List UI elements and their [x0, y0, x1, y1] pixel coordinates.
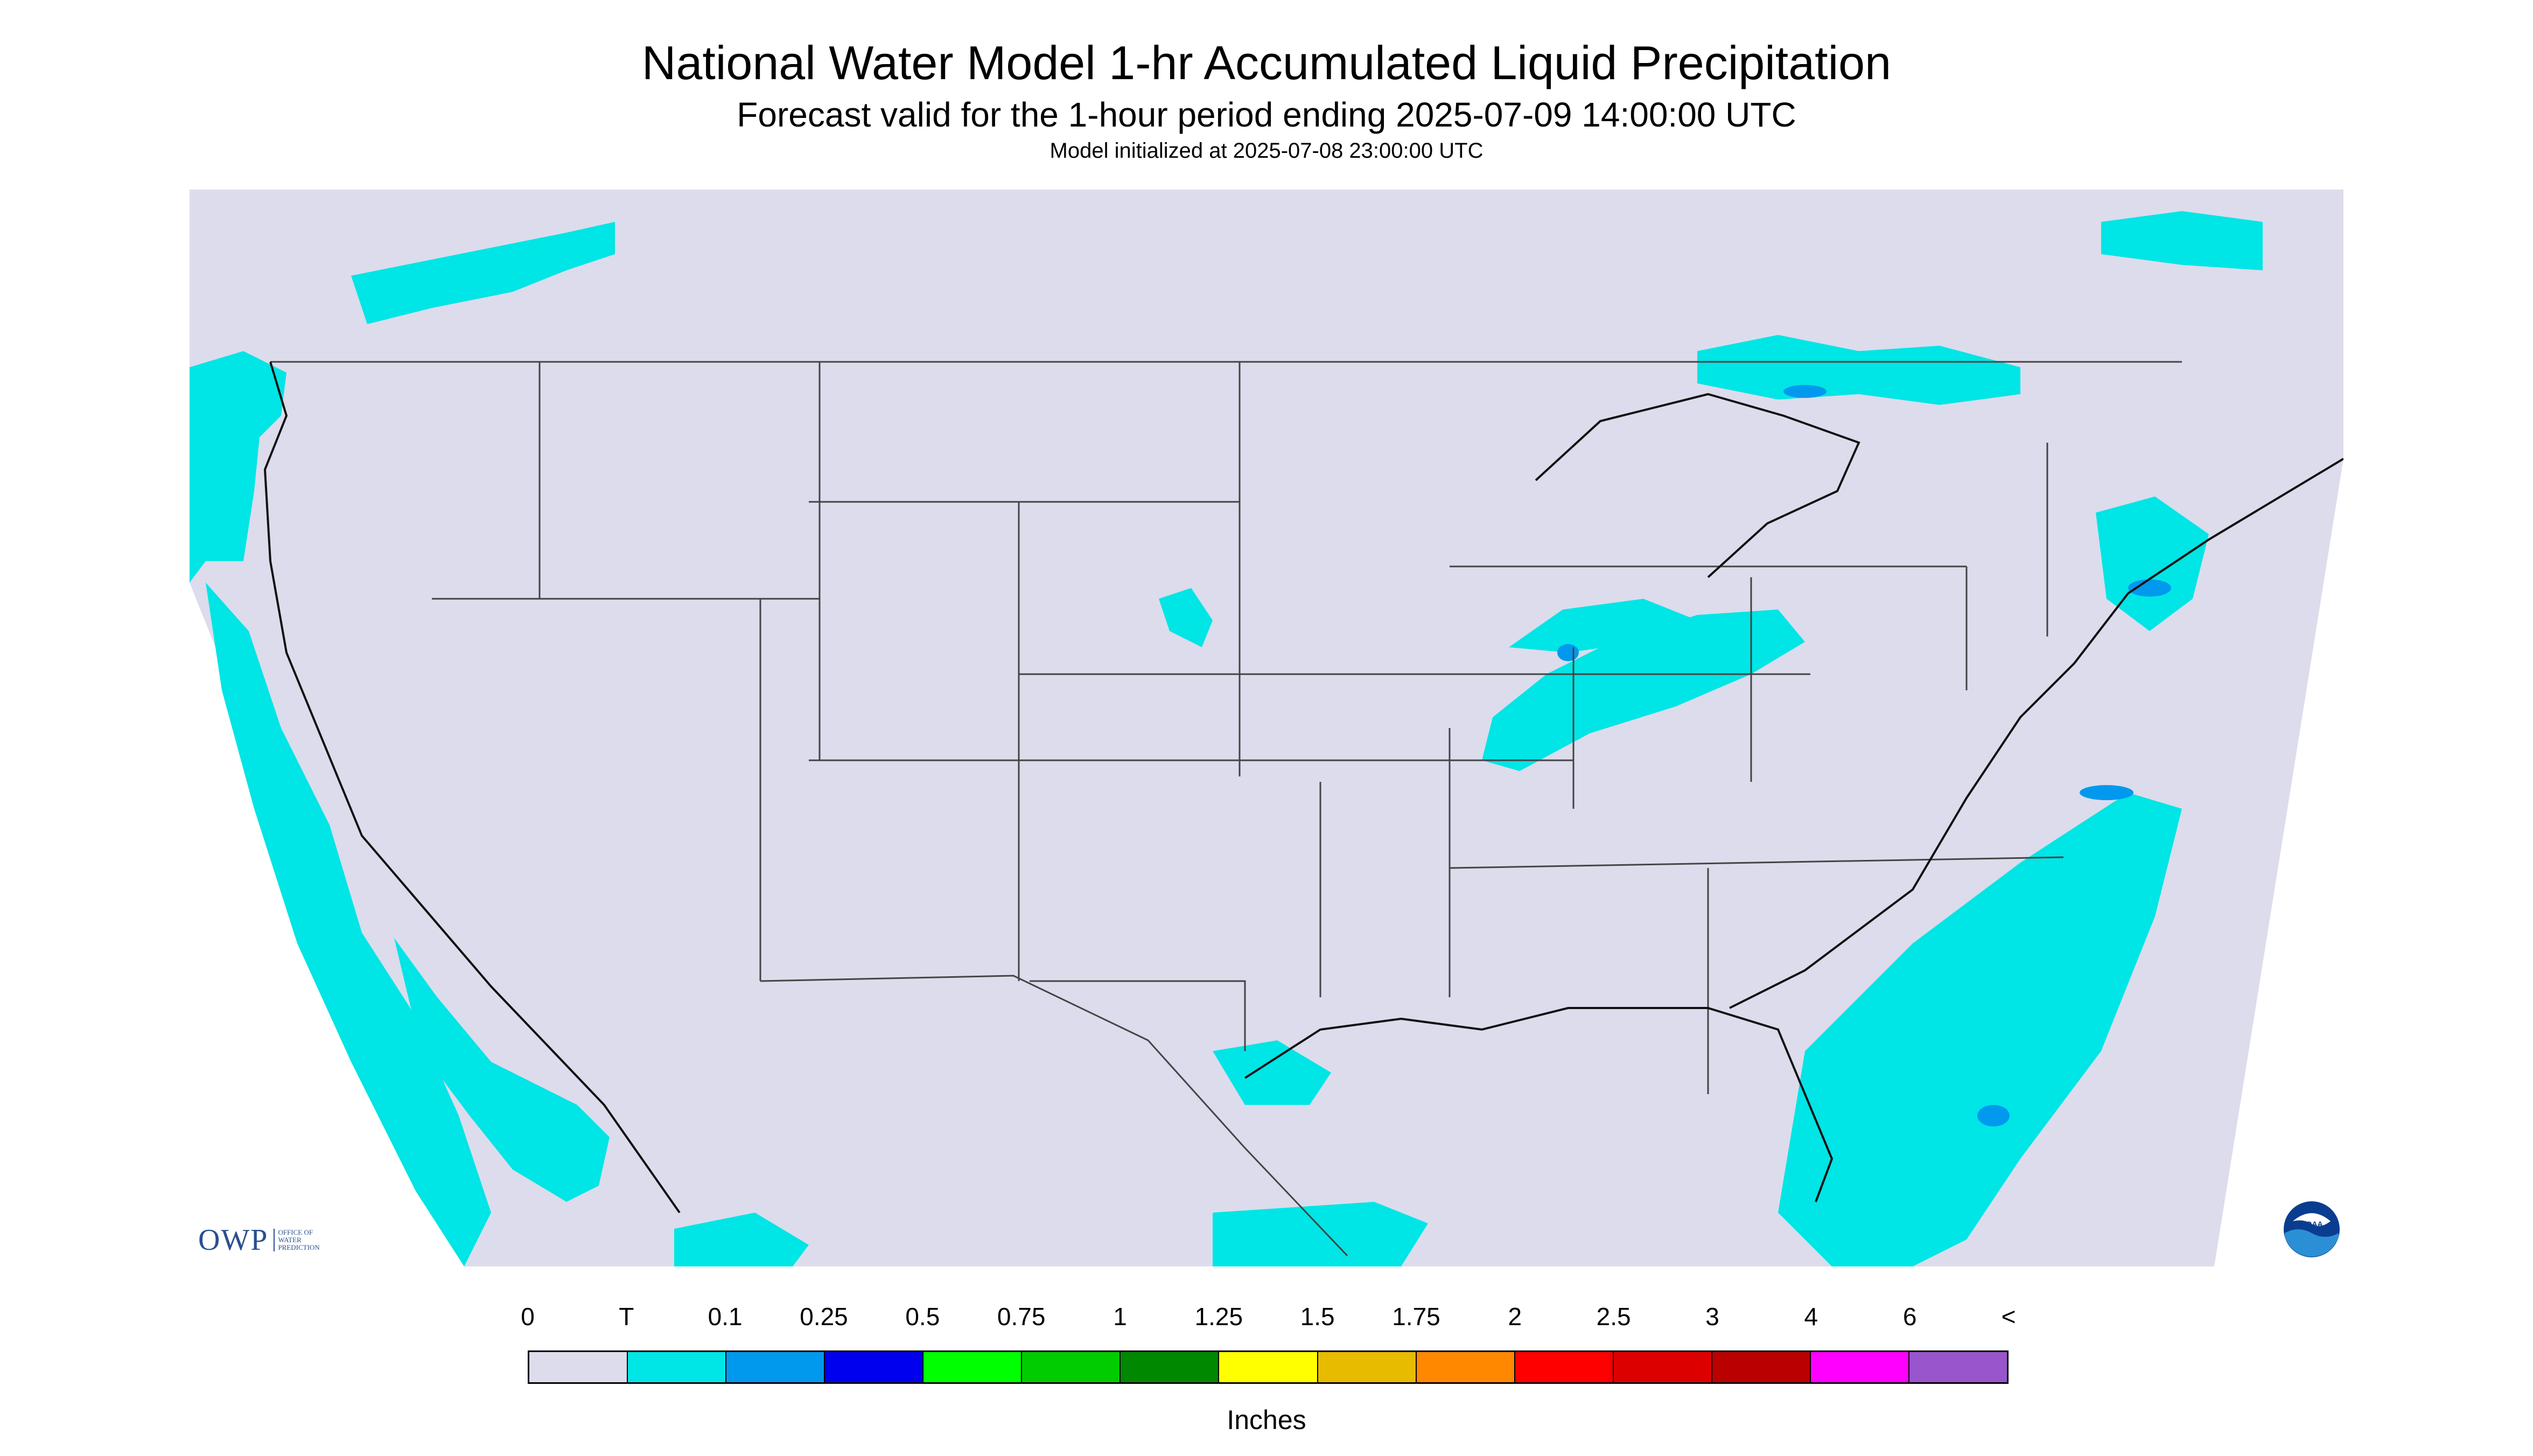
- legend-swatch: [1219, 1352, 1318, 1382]
- legend-swatch: [529, 1352, 628, 1382]
- legend-swatch: [1515, 1352, 1614, 1382]
- precip-trace-areas: [190, 211, 2263, 1266]
- legend-label: 1.75: [1392, 1303, 1440, 1331]
- legend-swatch: [1909, 1352, 2007, 1382]
- owp-logo-subtitle: OFFICE OF WATER PREDICTION: [274, 1229, 320, 1251]
- legend-label: 0.1: [708, 1303, 743, 1331]
- owp-logo-text: OWP: [198, 1223, 269, 1257]
- legend-swatch: [1613, 1352, 1712, 1382]
- legend-swatch: [825, 1352, 924, 1382]
- map-title: National Water Model 1-hr Accumulated Li…: [641, 36, 1892, 89]
- legend-swatch: [726, 1352, 825, 1382]
- legend-swatch: [1416, 1352, 1515, 1382]
- pacific-coast-precip: [190, 351, 286, 583]
- legend-swatch: [1810, 1352, 1909, 1382]
- legend-label: 4: [1804, 1303, 1818, 1331]
- canada-west-precip: [351, 222, 615, 324]
- legend-label: 1.25: [1194, 1303, 1243, 1331]
- west-coast-offshore-precip: [206, 583, 491, 1266]
- legend-label: <: [2001, 1303, 2016, 1331]
- legend-colorbar: [528, 1350, 2009, 1384]
- svg-text:NOAA: NOAA: [2300, 1220, 2322, 1228]
- political-boundaries: [270, 361, 2182, 1257]
- legend-swatch: [923, 1352, 1023, 1382]
- canada-east-precip: [1697, 335, 2020, 405]
- gulf-precip: [1213, 1040, 1331, 1105]
- legend-swatch: [1121, 1352, 1220, 1382]
- legend-label: 0.25: [800, 1303, 848, 1331]
- noaa-logo: NOAA: [2284, 1201, 2340, 1257]
- init-time: Model initialized at 2025-07-08 23:00:00…: [1049, 139, 1484, 163]
- legend-label: T: [619, 1303, 634, 1331]
- legend-label: 3: [1705, 1303, 1719, 1331]
- legend-swatch: [1318, 1352, 1417, 1382]
- legend-swatch: [1712, 1352, 1811, 1382]
- legend-label: 0: [521, 1303, 535, 1331]
- baja-precip: [394, 938, 610, 1202]
- map-subtitle: Forecast valid for the 1-hour period end…: [737, 95, 1796, 134]
- pacific-south-precip: [1213, 1202, 1428, 1266]
- atlantic-precip: [1778, 793, 2182, 1266]
- map-domain: [190, 190, 2343, 1266]
- legend-label: 6: [1902, 1303, 1917, 1331]
- legend-swatch: [1022, 1352, 1121, 1382]
- coastlines: [263, 361, 2343, 1214]
- legend-label: 2: [1508, 1303, 1522, 1331]
- precipitation-map: [190, 190, 2343, 1266]
- nebraska-precip: [1159, 588, 1213, 647]
- legend-label: 2.5: [1596, 1303, 1631, 1331]
- legend-swatch: [628, 1352, 727, 1382]
- canada-northeast-precip: [2101, 211, 2263, 270]
- legend-labels: 0 T 0.1 0.25 0.5 0.75 1 1.25 1.5 1.75 2 2.5 3 4 6 <: [0, 1302, 2533, 1340]
- ohio-valley-precip: [1482, 610, 1805, 771]
- legend-label: 1: [1113, 1303, 1127, 1331]
- mexico-south-precip: [674, 1213, 809, 1266]
- legend-label: 0.5: [905, 1303, 940, 1331]
- legend-label: 1.5: [1300, 1303, 1335, 1331]
- great-lakes-precip: [1509, 599, 1697, 653]
- legend-label: 0.75: [997, 1303, 1046, 1331]
- owp-logo: OWP OFFICE OF WATER PREDICTION: [198, 1221, 320, 1259]
- precip-light-areas: [1557, 385, 2171, 1126]
- legend-units: Inches: [1227, 1405, 1306, 1435]
